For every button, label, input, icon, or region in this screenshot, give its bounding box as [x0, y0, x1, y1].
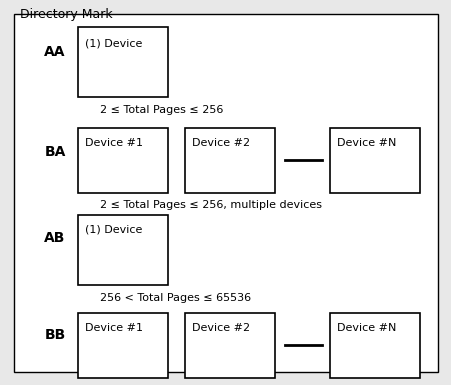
- Text: BB: BB: [44, 328, 65, 342]
- Bar: [329, 313, 419, 378]
- Bar: [78, 313, 168, 378]
- Text: Device #N: Device #N: [336, 138, 396, 148]
- Text: Device #1: Device #1: [85, 138, 143, 148]
- Text: (1) Device: (1) Device: [85, 38, 142, 48]
- Bar: [329, 128, 419, 193]
- Text: Device #1: Device #1: [85, 323, 143, 333]
- Bar: [78, 27, 168, 97]
- Text: Device #N: Device #N: [336, 323, 396, 333]
- Bar: [184, 128, 274, 193]
- Bar: [78, 215, 168, 285]
- Text: 2 ≤ Total Pages ≤ 256, multiple devices: 2 ≤ Total Pages ≤ 256, multiple devices: [100, 200, 321, 210]
- Text: (1) Device: (1) Device: [85, 225, 142, 235]
- Text: 2 ≤ Total Pages ≤ 256: 2 ≤ Total Pages ≤ 256: [100, 105, 223, 115]
- Text: AA: AA: [44, 45, 65, 59]
- Text: Device #2: Device #2: [192, 138, 249, 148]
- Bar: [184, 313, 274, 378]
- Text: AB: AB: [44, 231, 65, 245]
- Text: 256 < Total Pages ≤ 65536: 256 < Total Pages ≤ 65536: [100, 293, 251, 303]
- Bar: [78, 128, 168, 193]
- Text: BA: BA: [44, 145, 65, 159]
- Text: Directory Mark: Directory Mark: [20, 8, 112, 21]
- Text: Device #2: Device #2: [192, 323, 249, 333]
